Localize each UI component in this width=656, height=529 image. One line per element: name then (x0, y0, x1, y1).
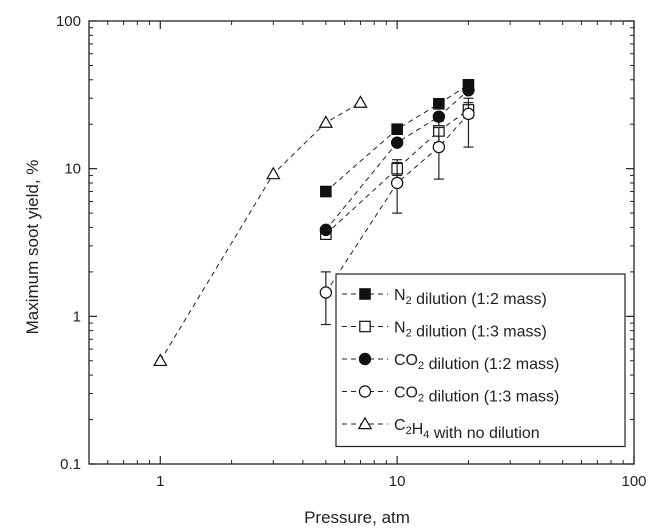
y-tick-label: 1 (73, 308, 81, 325)
legend-marker (359, 288, 371, 300)
series-line (325, 84, 469, 192)
series-4 (319, 97, 475, 326)
data-point (462, 107, 475, 121)
plot-area (88, 20, 635, 465)
series-line (325, 113, 469, 293)
legend: N2 dilution (1:2 mass)N2 dilution (1:3 m… (335, 273, 626, 448)
legend-marker (358, 352, 372, 366)
data-point (391, 123, 403, 136)
legend-text: N (394, 320, 406, 337)
legend-item: N2 dilution (1:2 mass) (342, 287, 547, 308)
legend-marker (357, 416, 373, 430)
legend-subscript: 2 (418, 393, 424, 405)
data-point (462, 83, 475, 97)
legend-label: C2H4 with no dilution (394, 417, 540, 442)
legend-item: CO2 dilution (1:3 mass) (342, 385, 559, 406)
series-5 (153, 95, 368, 367)
y-tick-label: 10 (64, 161, 81, 178)
series-line (159, 102, 361, 362)
legend-text: dilution (1:2 mass) (424, 356, 559, 373)
legend-item: CO2 dilution (1:2 mass) (342, 352, 559, 373)
legend-label: N2 dilution (1:2 mass) (394, 287, 547, 308)
x-tick-label: 1 (156, 473, 164, 490)
x-tick-label: 10 (389, 473, 406, 490)
legend-text: dilution (1:2 mass) (412, 291, 547, 308)
data-point (390, 136, 404, 149)
legend-text: CO (394, 352, 418, 369)
series-line (325, 109, 469, 235)
data-point (320, 185, 332, 198)
legend-label: N2 dilution (1:3 mass) (394, 320, 547, 341)
y-axis-label: Maximum soot yield, % (23, 160, 42, 335)
data-point (266, 166, 281, 180)
legend-subscript: 2 (406, 425, 412, 437)
legend-item: N2 dilution (1:3 mass) (342, 320, 547, 341)
legend-text: with no dilution (429, 425, 539, 442)
x-tick-label: 100 (621, 473, 646, 490)
legend-marker (358, 385, 372, 398)
series-3 (319, 83, 475, 237)
data-point (433, 97, 445, 110)
legend-subscript: 2 (406, 328, 412, 340)
series-line (325, 89, 469, 231)
legend-text: N (394, 287, 406, 304)
legend-text: dilution (1:3 mass) (424, 389, 559, 406)
x-axis-label: Pressure, atm (304, 508, 410, 527)
legend-text: H (412, 421, 424, 438)
legend-item: C2H4 with no dilution (342, 416, 540, 442)
data-point (318, 115, 334, 128)
legend-text: C (394, 417, 406, 434)
y-tick-label: 0.1 (60, 456, 81, 473)
data-point (319, 286, 333, 299)
legend-subscript: 2 (418, 360, 424, 372)
data-point (353, 95, 368, 108)
axes: 1 10 100 0.1 1 10 100 (56, 13, 647, 490)
data-point (390, 176, 404, 190)
data-point (432, 110, 446, 123)
data-point (153, 353, 168, 367)
series-layer (153, 78, 475, 367)
data-point (432, 140, 446, 154)
data-point (319, 223, 333, 237)
legend-marker (359, 320, 371, 333)
legend-box (335, 273, 626, 448)
legend-subscript: 2 (406, 295, 412, 307)
plot-frame (88, 20, 635, 465)
y-tick-label: 100 (56, 13, 81, 30)
legend-subscript: 4 (423, 429, 429, 441)
legend-label: CO2 dilution (1:3 mass) (394, 385, 559, 406)
legend-text: dilution (1:3 mass) (412, 324, 547, 341)
legend-label: CO2 dilution (1:2 mass) (394, 352, 559, 373)
legend-text: CO (394, 385, 418, 402)
